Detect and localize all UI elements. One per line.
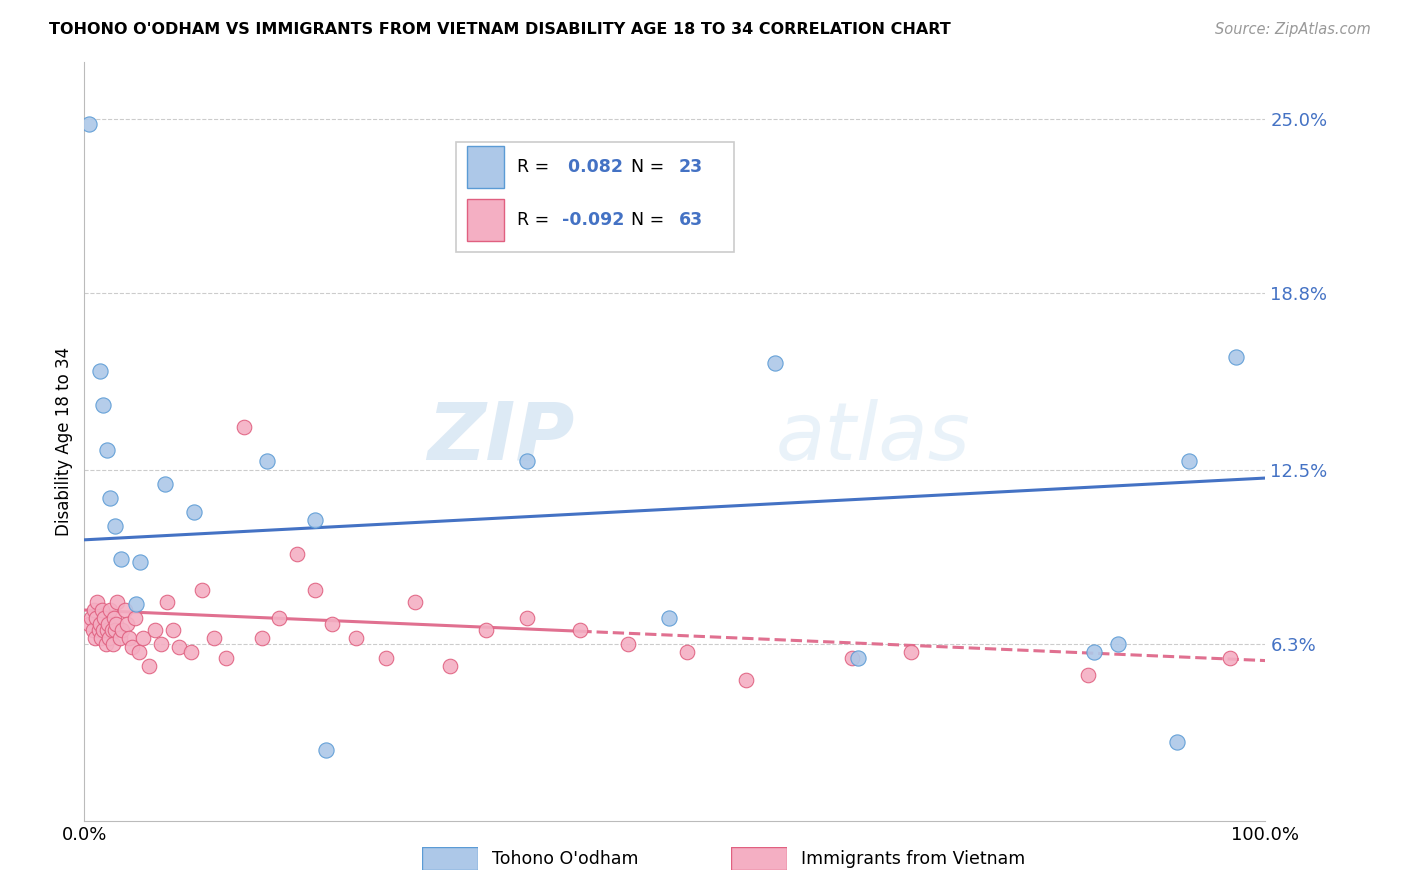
Point <box>167 640 190 654</box>
Point <box>256 454 278 468</box>
Point <box>202 631 225 645</box>
Point <box>115 617 138 632</box>
Point <box>96 442 118 457</box>
Text: atlas: atlas <box>775 399 970 476</box>
Point <box>128 645 150 659</box>
Point <box>91 603 114 617</box>
Point <box>104 518 127 533</box>
Point <box>104 623 127 637</box>
Point <box>93 611 115 625</box>
Point <box>77 117 100 131</box>
Point <box>516 454 538 468</box>
Point <box>103 611 125 625</box>
Point <box>153 476 176 491</box>
Point <box>232 420 254 434</box>
Point <box>150 637 173 651</box>
Point <box>114 603 136 617</box>
Point <box>121 640 143 654</box>
Point <box>1177 454 1199 468</box>
Point <box>191 583 214 598</box>
Point <box>439 659 461 673</box>
Point <box>111 623 134 637</box>
Point <box>658 611 681 625</box>
Point <box>77 617 100 632</box>
Point <box>94 637 117 651</box>
Point <box>315 743 337 757</box>
Point <box>616 637 638 651</box>
Point <box>89 364 111 378</box>
Point <box>98 631 121 645</box>
Text: ZIP: ZIP <box>427 399 575 476</box>
Text: Immigrants from Vietnam: Immigrants from Vietnam <box>801 850 1025 868</box>
Text: Source: ZipAtlas.com: Source: ZipAtlas.com <box>1215 22 1371 37</box>
Point <box>250 631 273 645</box>
FancyBboxPatch shape <box>422 847 478 870</box>
Point <box>1225 351 1247 365</box>
Point <box>215 650 238 665</box>
Point <box>763 356 786 370</box>
Point <box>285 547 308 561</box>
Point <box>1107 637 1129 651</box>
Point <box>124 611 146 625</box>
Point <box>83 603 105 617</box>
Point <box>846 650 869 665</box>
Point <box>80 611 103 625</box>
Point <box>183 505 205 519</box>
Point <box>269 611 291 625</box>
Point <box>1166 735 1188 749</box>
Point <box>96 623 118 637</box>
Point <box>374 650 396 665</box>
Point <box>1219 650 1241 665</box>
Point <box>107 594 129 608</box>
Point <box>91 398 114 412</box>
Point <box>516 611 538 625</box>
Point <box>87 623 110 637</box>
Point <box>404 594 426 608</box>
Point <box>98 603 121 617</box>
Point <box>1077 667 1099 681</box>
Point <box>304 583 326 598</box>
Point <box>162 623 184 637</box>
Y-axis label: Disability Age 18 to 34: Disability Age 18 to 34 <box>55 347 73 536</box>
Point <box>734 673 756 688</box>
Point <box>1083 645 1105 659</box>
Point <box>108 631 131 645</box>
Point <box>84 631 107 645</box>
Point <box>304 513 326 527</box>
Text: TOHONO O'ODHAM VS IMMIGRANTS FROM VIETNAM DISABILITY AGE 18 TO 34 CORRELATION CH: TOHONO O'ODHAM VS IMMIGRANTS FROM VIETNA… <box>49 22 950 37</box>
Point <box>90 631 112 645</box>
Point <box>841 650 863 665</box>
Point <box>125 598 148 612</box>
Point <box>105 617 128 632</box>
Point <box>97 617 120 632</box>
Point <box>118 631 141 645</box>
Point <box>84 611 107 625</box>
Point <box>98 491 121 505</box>
Point <box>675 645 697 659</box>
Point <box>900 645 922 659</box>
Point <box>101 637 124 651</box>
Point <box>475 623 498 637</box>
Point <box>132 631 155 645</box>
Point <box>86 594 108 608</box>
Point <box>100 623 122 637</box>
Point <box>143 623 166 637</box>
Point <box>110 552 132 566</box>
Point <box>128 555 150 569</box>
Point <box>569 623 592 637</box>
FancyBboxPatch shape <box>731 847 787 870</box>
Point <box>344 631 367 645</box>
Point <box>321 617 343 632</box>
Point <box>82 623 104 637</box>
Point <box>91 623 114 637</box>
Point <box>89 617 111 632</box>
Point <box>180 645 202 659</box>
Text: Tohono O'odham: Tohono O'odham <box>492 850 638 868</box>
Point <box>156 594 179 608</box>
Point <box>138 659 160 673</box>
